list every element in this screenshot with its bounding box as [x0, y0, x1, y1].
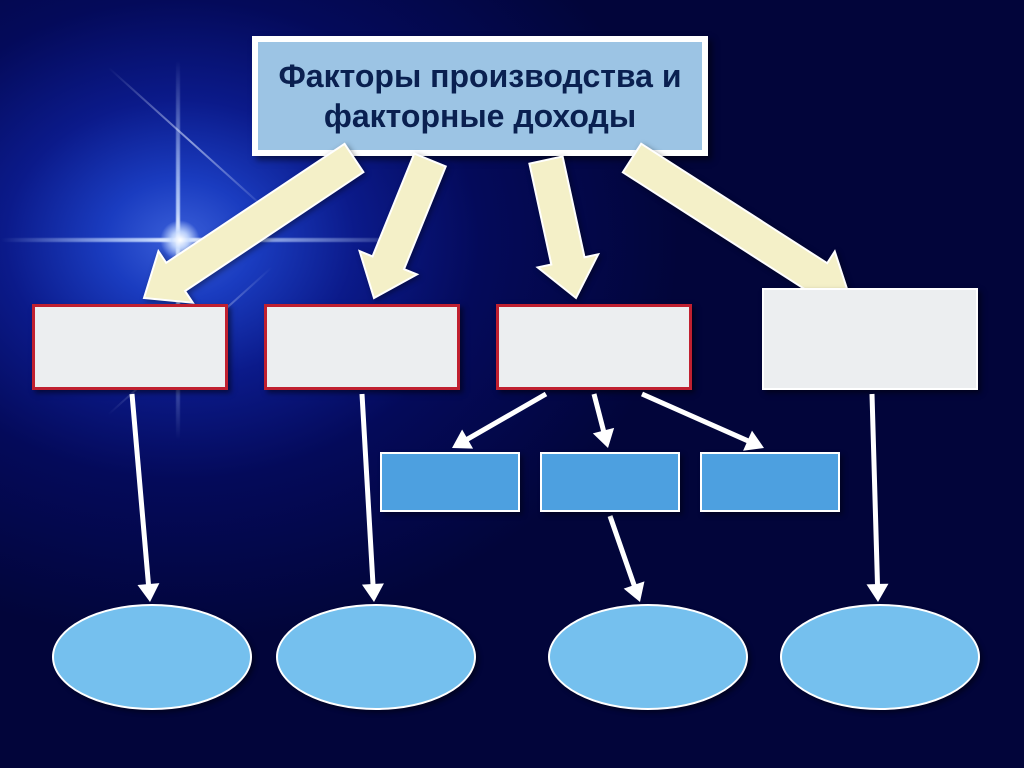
- ellipse3: [548, 604, 748, 710]
- ta-r3b2-ell3: [608, 515, 645, 602]
- ellipse4: [780, 604, 980, 710]
- ta-r2b3-r3b1: [452, 392, 547, 449]
- r3-box1: [380, 452, 520, 512]
- ta-r2b3-r3b3: [641, 392, 764, 451]
- r3-box2: [540, 452, 680, 512]
- ta-r2b1-ell1: [130, 394, 160, 602]
- ellipse1: [52, 604, 252, 710]
- ta-r2b3-r3b2: [592, 393, 615, 448]
- r3-box3: [700, 452, 840, 512]
- ta-r2b4-ell4: [866, 394, 888, 602]
- ellipse2: [276, 604, 476, 710]
